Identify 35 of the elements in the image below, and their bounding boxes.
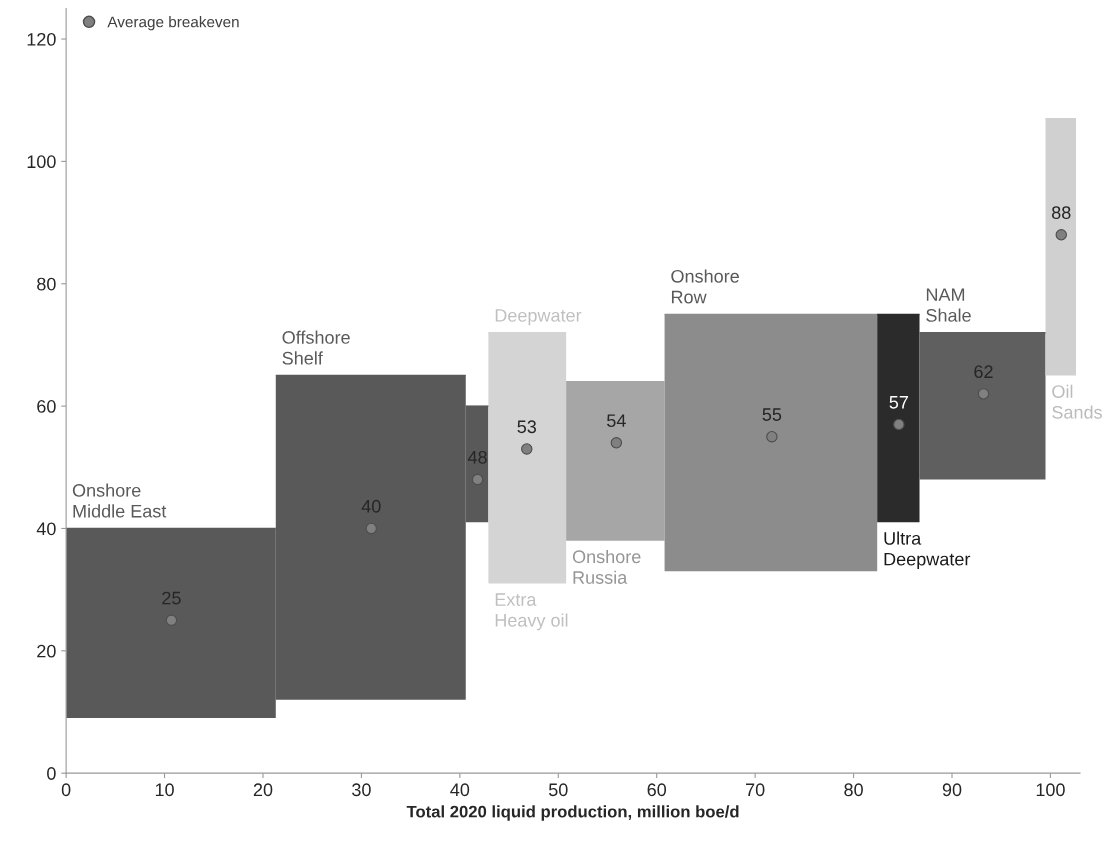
y-tick-label: 0 — [47, 767, 56, 780]
x-axis-title: Total 2020 liquid production, million boe/d — [406, 805, 739, 821]
x-tick-label: 40 — [450, 783, 470, 797]
annotation: Onshore Row — [671, 269, 739, 304]
annotation: Oil Sands — [1052, 384, 1102, 419]
x-tick-label: 100 — [1036, 783, 1065, 797]
x-tick-label: 50 — [548, 783, 568, 797]
data-label: 55 — [762, 408, 782, 421]
x-tick-label: 20 — [253, 783, 273, 797]
data-label: 54 — [607, 414, 626, 428]
x-tick-label: 30 — [352, 783, 371, 797]
annotation: Onshore Middle East — [72, 483, 167, 518]
annotation: Deepwater — [495, 309, 582, 326]
annotation: Ultra Deepwater — [884, 531, 971, 570]
x-tick-label: 10 — [155, 783, 174, 797]
y-tick-label: 100 — [27, 155, 56, 169]
x-tick-label: 90 — [942, 783, 962, 797]
y-tick-label: 80 — [37, 277, 56, 291]
annotation: Extra Heavy oil — [495, 593, 568, 631]
annotation: NAM Shale — [926, 288, 971, 322]
legend-label: Average breakeven — [107, 16, 239, 31]
x-tick-label: 60 — [647, 783, 667, 797]
x-tick-label: 0 — [61, 783, 71, 797]
data-label: 53 — [517, 420, 537, 434]
x-tick-label: 80 — [844, 783, 863, 797]
data-label: 88 — [1052, 206, 1071, 219]
y-tick-label: 20 — [37, 644, 56, 658]
annotation: Offshore Shelf — [282, 330, 350, 365]
x-tick-label: 70 — [746, 783, 765, 797]
y-tick-label: 120 — [27, 32, 56, 46]
data-label: 62 — [974, 365, 993, 379]
annotation: Onshore Russia — [572, 549, 641, 584]
y-tick-label: 60 — [37, 400, 56, 413]
data-label: 57 — [889, 396, 908, 409]
y-tick-label: 40 — [36, 522, 56, 536]
